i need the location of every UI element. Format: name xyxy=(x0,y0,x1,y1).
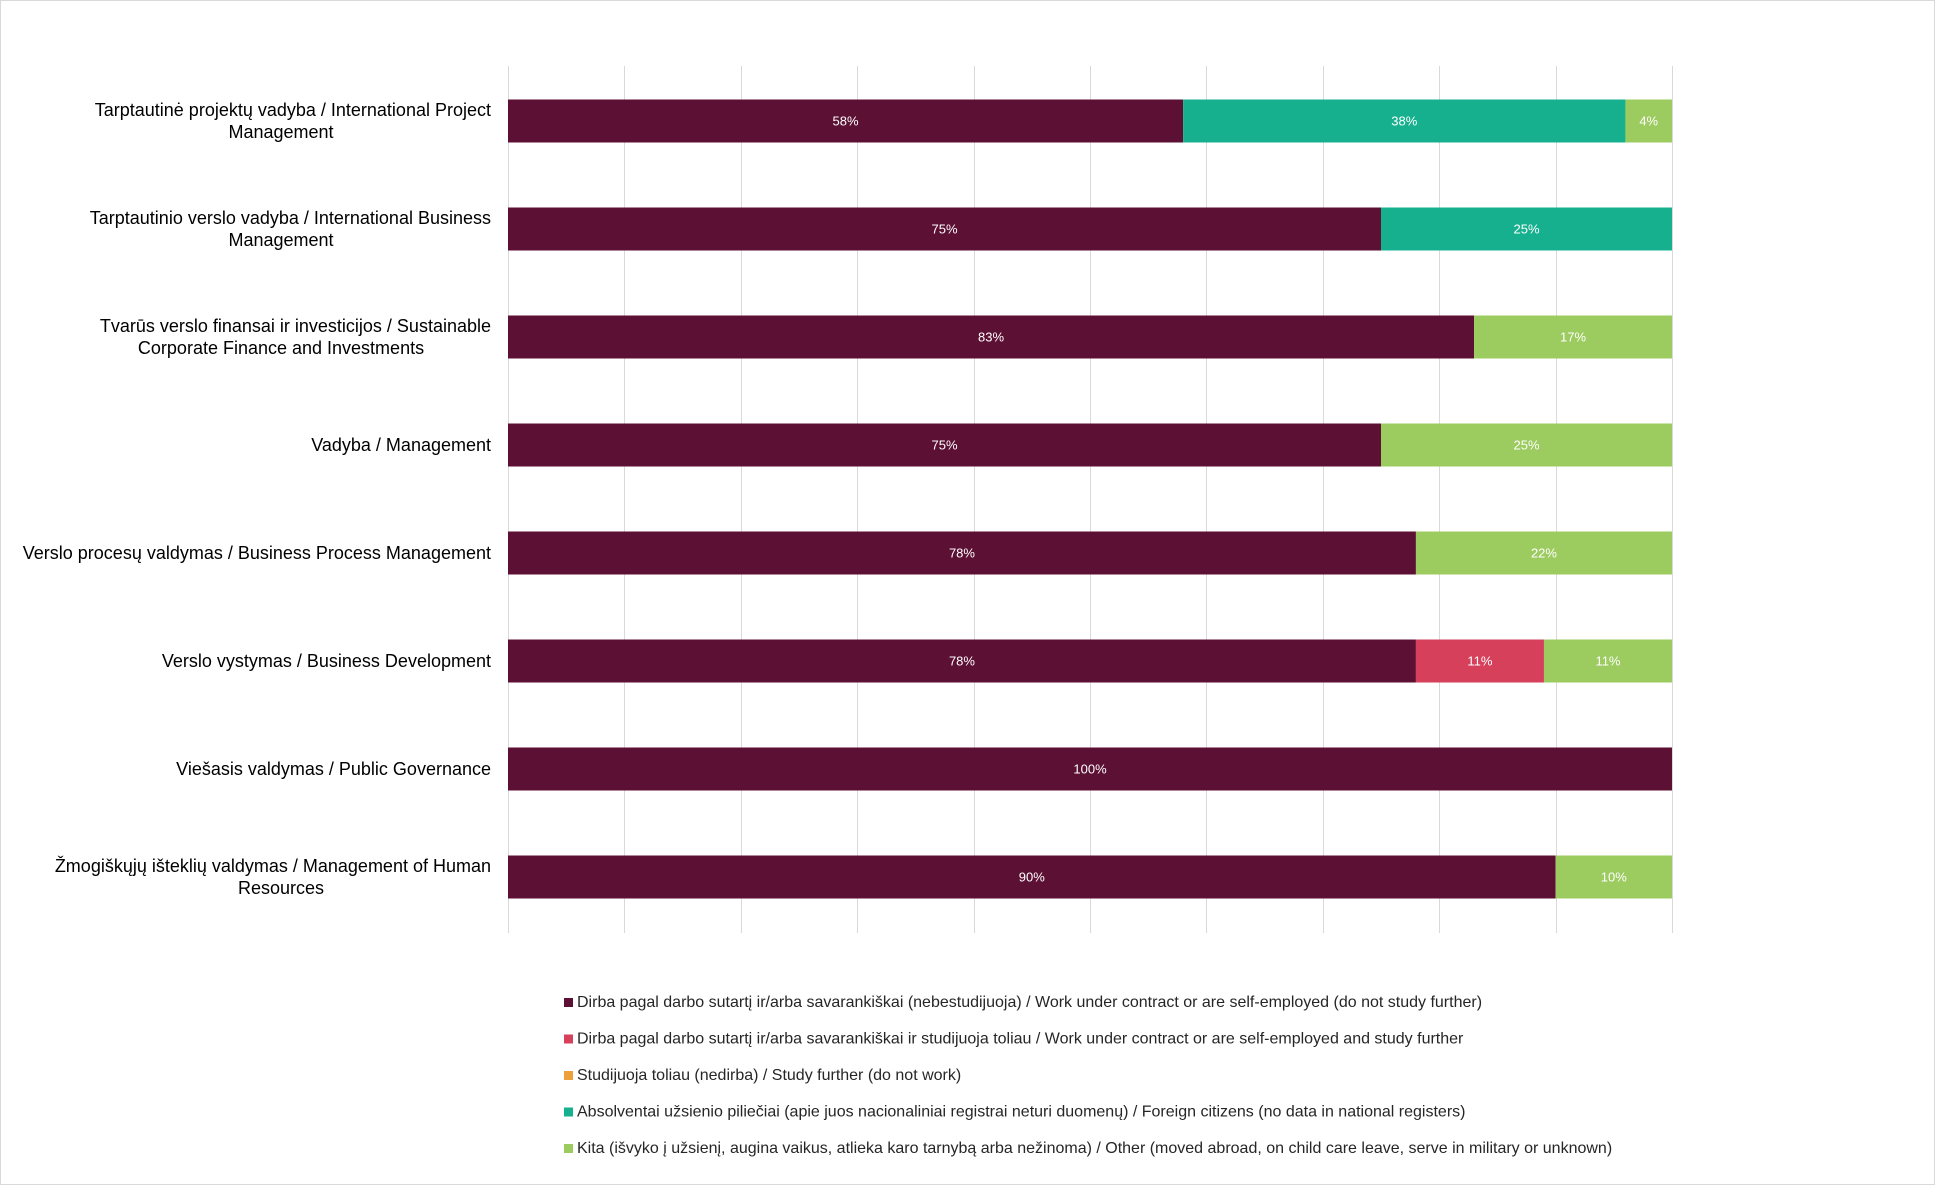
data-label: 17% xyxy=(1560,330,1586,345)
bar-segment xyxy=(508,99,1184,143)
data-label: 58% xyxy=(833,114,859,129)
data-label: 100% xyxy=(1073,762,1107,777)
data-label: 75% xyxy=(931,222,957,237)
category-axis-labels: Tarptautinė projektų vadyba / Internatio… xyxy=(23,100,491,898)
legend-label: Dirba pagal darbo sutartį ir/arba savara… xyxy=(577,994,1482,1011)
legend-item: Studijuoja toliau (nedirba) / Study furt… xyxy=(564,1067,961,1084)
category-label: Verslo procesų valdymas / Business Proce… xyxy=(23,543,491,563)
category-label-line: Management xyxy=(228,122,333,142)
category-label: Viešasis valdymas / Public Governance xyxy=(176,759,491,779)
data-label: 38% xyxy=(1391,114,1417,129)
category-label-line: Tvarūs verslo finansai ir investicijos /… xyxy=(100,316,491,336)
bar-segment xyxy=(1543,639,1672,683)
data-label: 11% xyxy=(1467,654,1492,669)
legend-label: Studijuoja toliau (nedirba) / Study furt… xyxy=(577,1067,961,1084)
data-label: 10% xyxy=(1601,870,1627,885)
legend-item: Dirba pagal darbo sutartį ir/arba savara… xyxy=(564,994,1482,1011)
data-label: 25% xyxy=(1513,222,1539,237)
bar-segment xyxy=(508,531,1416,575)
category-label-line: Verslo procesų valdymas / Business Proce… xyxy=(23,543,491,563)
data-label: 4% xyxy=(1639,114,1658,129)
category-label: Žmogiškųjų išteklių valdymas / Managemen… xyxy=(55,856,491,898)
bar-segment xyxy=(508,855,1556,899)
data-label: 75% xyxy=(931,438,957,453)
legend-label: Dirba pagal darbo sutartį ir/arba savara… xyxy=(577,1031,1464,1048)
category-label-line: Tarptautinio verslo vadyba / Internation… xyxy=(90,208,491,228)
category-label-line: Vadyba / Management xyxy=(311,435,491,455)
data-label: 78% xyxy=(949,654,975,669)
bar-segment xyxy=(508,747,1672,791)
bar-segment xyxy=(508,315,1475,359)
bar-segment xyxy=(1625,99,1672,143)
legend-swatch xyxy=(564,1107,573,1117)
legend-swatch xyxy=(564,998,573,1007)
legend: Dirba pagal darbo sutartį ir/arba savara… xyxy=(564,994,1612,1157)
data-label: 78% xyxy=(949,546,975,561)
bar-segment xyxy=(1415,531,1672,575)
bar-segment xyxy=(508,639,1416,683)
bar-segment xyxy=(1381,207,1672,251)
category-label: Tarptautinio verslo vadyba / Internation… xyxy=(90,208,491,250)
legend-item: Dirba pagal darbo sutartį ir/arba savara… xyxy=(564,1031,1464,1048)
data-label: 25% xyxy=(1513,438,1539,453)
bar-segments xyxy=(508,99,1672,899)
bar-segment xyxy=(1381,423,1672,467)
category-label-line: Management xyxy=(228,230,333,250)
legend-swatch xyxy=(564,1144,573,1153)
category-label-line: Tarptautinė projektų vadyba / Internatio… xyxy=(95,100,491,120)
data-label: 22% xyxy=(1531,546,1557,561)
category-label-line: Viešasis valdymas / Public Governance xyxy=(176,759,491,779)
bar-segment xyxy=(508,207,1381,251)
legend-item: Kita (išvyko į užsienį, augina vaikus, a… xyxy=(564,1140,1612,1157)
category-label-line: Resources xyxy=(238,878,324,898)
legend-item: Absolventai užsienio piliečiai (apie juo… xyxy=(564,1104,1465,1121)
legend-label: Kita (išvyko į užsienį, augina vaikus, a… xyxy=(577,1140,1612,1157)
data-label: 11% xyxy=(1595,654,1620,669)
data-label: 83% xyxy=(978,330,1004,345)
category-label: Vadyba / Management xyxy=(311,435,491,455)
category-label-line: Žmogiškųjų išteklių valdymas / Managemen… xyxy=(55,856,491,876)
gridlines xyxy=(508,66,1673,933)
bar-segment xyxy=(1415,639,1544,683)
category-label-line: Verslo vystymas / Business Development xyxy=(162,651,491,671)
category-label: Tvarūs verslo finansai ir investicijos /… xyxy=(100,316,491,358)
legend-label: Absolventai užsienio piliečiai (apie juo… xyxy=(577,1104,1465,1121)
data-label: 90% xyxy=(1019,870,1045,885)
bar-segment xyxy=(1474,315,1672,359)
bar-segment xyxy=(508,423,1381,467)
bar-segment xyxy=(1183,99,1626,143)
category-label: Tarptautinė projektų vadyba / Internatio… xyxy=(95,100,491,142)
category-label-line: Corporate Finance and Investments xyxy=(138,338,424,358)
bar-segment xyxy=(1555,855,1672,899)
data-labels: 58% 38% 4% 75% 25% 83% 17% 75% 25% 78% 22% 78% 11% 11… xyxy=(833,114,1659,885)
legend-swatch xyxy=(564,1034,573,1044)
category-label: Verslo vystymas / Business Development xyxy=(162,651,491,671)
legend-swatch xyxy=(564,1071,573,1080)
